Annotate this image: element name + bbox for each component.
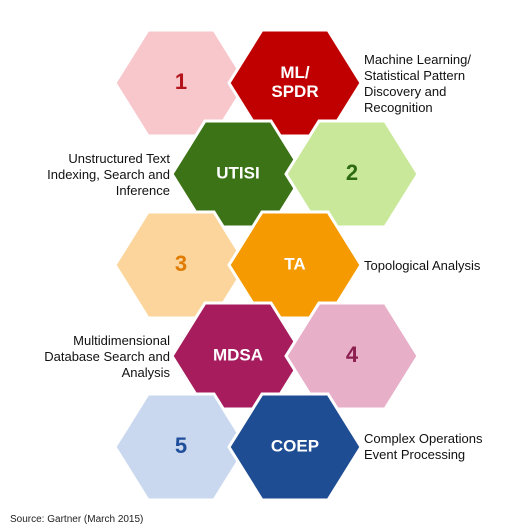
description-line: Inference	[115, 183, 170, 198]
hexagon-label: 2	[346, 160, 358, 185]
description-line: Statistical Pattern	[364, 68, 466, 83]
hexagon-num-4: 4	[284, 301, 420, 411]
hexagon-label: 3	[175, 251, 187, 276]
hexagon-label: 1	[175, 69, 187, 94]
description-line: Event Processing	[364, 447, 466, 462]
description-line: Machine Learning/	[364, 52, 471, 67]
coep-description: Complex Operations Event Processing	[364, 431, 483, 463]
hexagon-shape	[284, 301, 420, 411]
hexagon-label: 4	[346, 342, 359, 367]
hexagon-label: SPDR	[271, 82, 318, 101]
hexagon-coep: COEP	[227, 392, 363, 502]
hexagon-num-2: 2	[284, 119, 420, 229]
ml-spdr-description: Machine Learning/ Statistical Pattern Di…	[364, 52, 471, 116]
description-line: Analysis	[121, 365, 170, 380]
hexagon-num-5: 5	[113, 392, 249, 502]
description-line: Complex Operations	[364, 431, 483, 446]
description-line: Multidimensional	[73, 333, 170, 348]
description-line: Topological Analysis	[364, 258, 481, 273]
description-line: Database Search and	[44, 349, 170, 364]
utisi-description: Unstructured Text Indexing, Search and I…	[47, 151, 170, 199]
hexagon-shape	[284, 119, 420, 229]
hexagon-label: MDSA	[213, 345, 263, 364]
hexagon-label: UTISI	[216, 163, 259, 182]
description-line: Indexing, Search and	[47, 167, 170, 182]
hexagon-label: ML/	[280, 63, 310, 82]
hexagon-label: COEP	[271, 436, 319, 455]
source-caption: Source: Gartner (March 2015)	[10, 514, 144, 525]
mdsa-description: Multidimensional Database Search and Ana…	[44, 333, 170, 381]
description-line: Discovery and	[364, 84, 447, 99]
hexagon-mdsa: MDSA	[170, 301, 306, 411]
ta-description: Topological Analysis	[364, 258, 480, 274]
hexagon-shape	[113, 392, 249, 502]
description-line: Recognition	[364, 100, 433, 115]
hexagon-label: TA	[284, 254, 305, 273]
hexagon-label: 5	[175, 433, 187, 458]
description-line: Unstructured Text	[68, 151, 170, 166]
hexagon-shape	[227, 392, 363, 502]
